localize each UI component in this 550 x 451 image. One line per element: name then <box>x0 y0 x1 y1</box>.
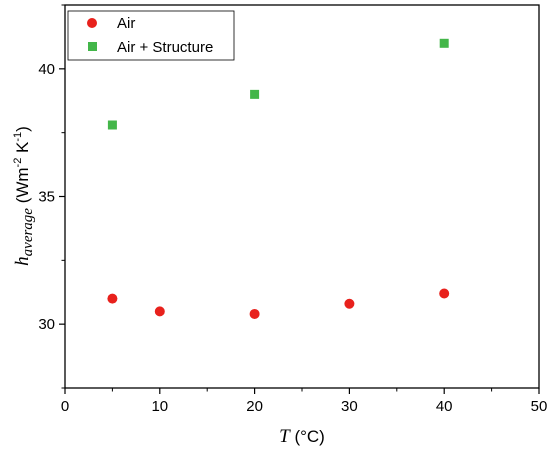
y-tick-label: 30 <box>38 316 55 333</box>
data-point-air-structure <box>250 89 260 99</box>
x-tick-label: 10 <box>151 398 168 415</box>
data-point-air <box>154 306 165 317</box>
y-tick-label: 40 <box>38 61 55 78</box>
legend-item-air-structure: Air + Structure <box>88 39 213 56</box>
data-point-air-structure <box>439 38 449 48</box>
data-point-air <box>439 288 450 299</box>
data-point-air <box>107 293 118 304</box>
x-tick-label: 20 <box>246 398 263 415</box>
legend: Air Air + Structure <box>67 10 235 61</box>
plot-area: 0 10 20 30 40 50 30 35 40 <box>38 4 548 415</box>
axis-ticks: 0 10 20 30 40 50 30 35 40 <box>38 4 548 415</box>
legend-label-air: Air <box>117 15 135 32</box>
legend-label-air-structure: Air + Structure <box>117 39 213 56</box>
data-point-air <box>344 298 355 309</box>
x-tick-label: 30 <box>341 398 358 415</box>
legend-marker-air <box>87 18 97 28</box>
y-axis-title: haverage (Wm-2 K-1) <box>12 126 36 266</box>
x-tick-label: 50 <box>531 398 548 415</box>
legend-marker-air-structure <box>88 42 97 51</box>
data-point-air <box>249 308 260 319</box>
legend-item-air: Air <box>87 15 135 32</box>
legend-box <box>67 10 235 61</box>
y-tick-label: 35 <box>38 189 55 206</box>
data-point-air-structure <box>107 120 117 130</box>
data-marks <box>107 38 450 319</box>
plot-frame <box>64 4 540 389</box>
x-tick-label: 40 <box>436 398 453 415</box>
x-axis-title: T (°C) <box>279 426 325 447</box>
x-tick-label: 0 <box>61 398 69 415</box>
